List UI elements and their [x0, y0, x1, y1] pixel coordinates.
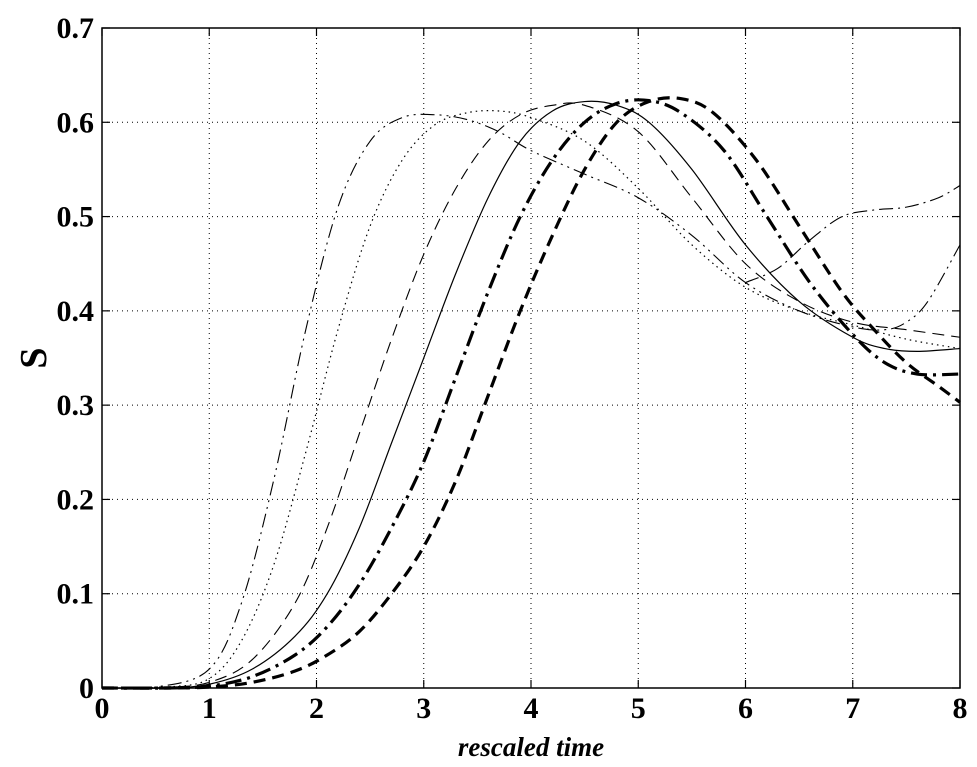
series-line-dashed-thick: [101, 96, 961, 690]
y-tick-label: 0.7: [57, 12, 95, 45]
y-tick-label: 0.1: [57, 578, 95, 611]
axis-ticks: [101, 27, 961, 689]
x-tick-label: 1: [202, 692, 217, 725]
series-line-dash-dot-thin-late: [745, 184, 961, 284]
x-tick-label: 5: [631, 692, 646, 725]
y-tick-label: 0.2: [57, 483, 95, 516]
y-tick-label: 0.3: [57, 389, 95, 422]
y-tick-label: 0: [79, 672, 94, 705]
x-tick-label: 2: [309, 692, 324, 725]
x-tick-label: 0: [95, 692, 110, 725]
y-tick-label: 0.4: [57, 295, 95, 328]
x-axis-label: rescaled time: [458, 732, 604, 762]
y-tick-labels: 0 0.1 0.2 0.3 0.4 0.5 0.6 0.7: [57, 12, 95, 705]
y-tick-label: 0.6: [57, 106, 95, 139]
series-line-dash-dot-thick: [101, 98, 961, 690]
x-tick-label: 7: [845, 692, 860, 725]
series-line-solid-thin: [101, 100, 961, 689]
x-tick-label: 6: [738, 692, 753, 725]
x-tick-label: 4: [524, 692, 539, 725]
x-tick-label: 8: [953, 692, 968, 725]
series-line-dash-dot-dot-thin: [101, 113, 961, 690]
x-tick-labels: 0 1 2 3 4 5 6 7 8: [95, 692, 968, 725]
x-tick-label: 3: [416, 692, 431, 725]
grid-lines: [102, 28, 960, 688]
series-line-dashed-thin: [101, 102, 961, 689]
series-lines: [101, 96, 961, 690]
y-axis-label: S: [13, 347, 55, 368]
y-tick-label: 0.5: [57, 201, 95, 234]
